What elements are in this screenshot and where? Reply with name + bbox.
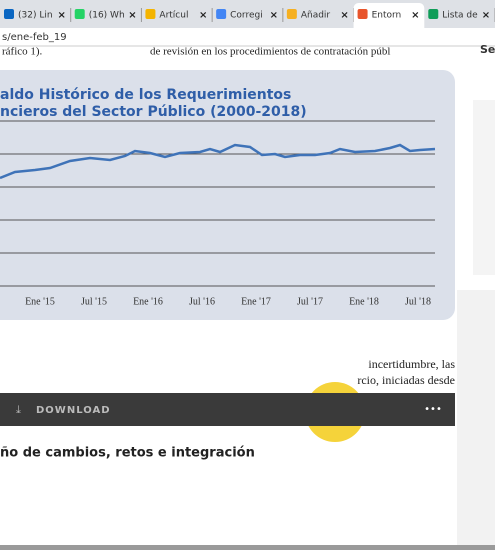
- tab-close: ×: [128, 10, 136, 21]
- more-button[interactable]: •••: [424, 404, 442, 415]
- tab-icon: [145, 9, 156, 19]
- tab-title: (16) Wh: [89, 11, 125, 21]
- x-label: Ene '16: [133, 296, 163, 307]
- tab-close: ×: [482, 10, 490, 21]
- heading: ño de cambios, retos e integración: [0, 446, 255, 461]
- tab-title: Artícul: [159, 11, 188, 21]
- tab-title: Lista de: [442, 11, 478, 21]
- tab-close: ×: [199, 10, 207, 21]
- x-label: Jul '15: [81, 296, 107, 307]
- article-text: ráfico 1).: [2, 46, 43, 58]
- tab[interactable]: (32) Lin ×: [4, 8, 72, 22]
- tab[interactable]: (16) Wh ×: [74, 8, 142, 22]
- chart-card: [0, 70, 455, 320]
- x-label: Jul '18: [405, 296, 431, 307]
- article-text: incertidumbre, las: [368, 357, 455, 371]
- chart-title: ncieros del Sector Público (2000-2018): [0, 104, 307, 120]
- side-panel: [473, 100, 495, 275]
- bottom-bar: [0, 545, 495, 550]
- tab-close: ×: [411, 10, 419, 21]
- download-button[interactable]: DOWNLOAD: [36, 405, 111, 416]
- active-tab: [353, 3, 425, 28]
- tab-title: Corregi: [230, 11, 263, 21]
- x-label: Ene '18: [349, 296, 379, 307]
- download-icon[interactable]: ⤓: [16, 403, 21, 416]
- tab-icon: [4, 9, 14, 19]
- grid: [0, 120, 435, 287]
- tab-close: ×: [340, 10, 348, 21]
- article-text: de revisión en los procedimientos de con…: [150, 46, 390, 58]
- x-label: Ene '15: [25, 296, 55, 307]
- tab[interactable]: Lista de ×: [428, 8, 495, 22]
- viewer-toolbar: [0, 393, 455, 426]
- tab[interactable]: Entorn ×: [353, 3, 425, 28]
- tab-icon: [286, 9, 297, 19]
- tab-close: ×: [270, 10, 278, 21]
- tab-title: Añadir: [301, 11, 331, 21]
- side-text: Se: [480, 43, 495, 56]
- x-labels: Ene '15 Jul '15 Ene '16 Jul '16 Ene '17 Jul '…: [25, 296, 431, 307]
- side-area: [457, 290, 495, 545]
- tab[interactable]: Artícul ×: [145, 8, 213, 22]
- url[interactable]: s/ene-feb_19: [2, 32, 67, 43]
- chart-title: aldo Histórico de los Requerimientos: [0, 87, 291, 103]
- tab-icon: [216, 9, 227, 19]
- address-bar: [0, 28, 495, 46]
- tab[interactable]: Corregi ×: [216, 8, 284, 22]
- chart-line: [0, 143, 436, 180]
- tab-title: Entorn: [372, 11, 402, 21]
- x-label: Jul '16: [189, 296, 215, 307]
- tab-title: (32) Lin: [18, 11, 53, 21]
- article-text: rcio, iniciadas desde: [357, 373, 455, 387]
- tab-icon: [74, 9, 85, 19]
- tab-icon: [357, 9, 368, 19]
- tab-icon: [428, 9, 439, 19]
- tab-close: ×: [58, 10, 66, 21]
- x-label: Ene '17: [241, 296, 271, 307]
- x-label: Jul '17: [297, 296, 323, 307]
